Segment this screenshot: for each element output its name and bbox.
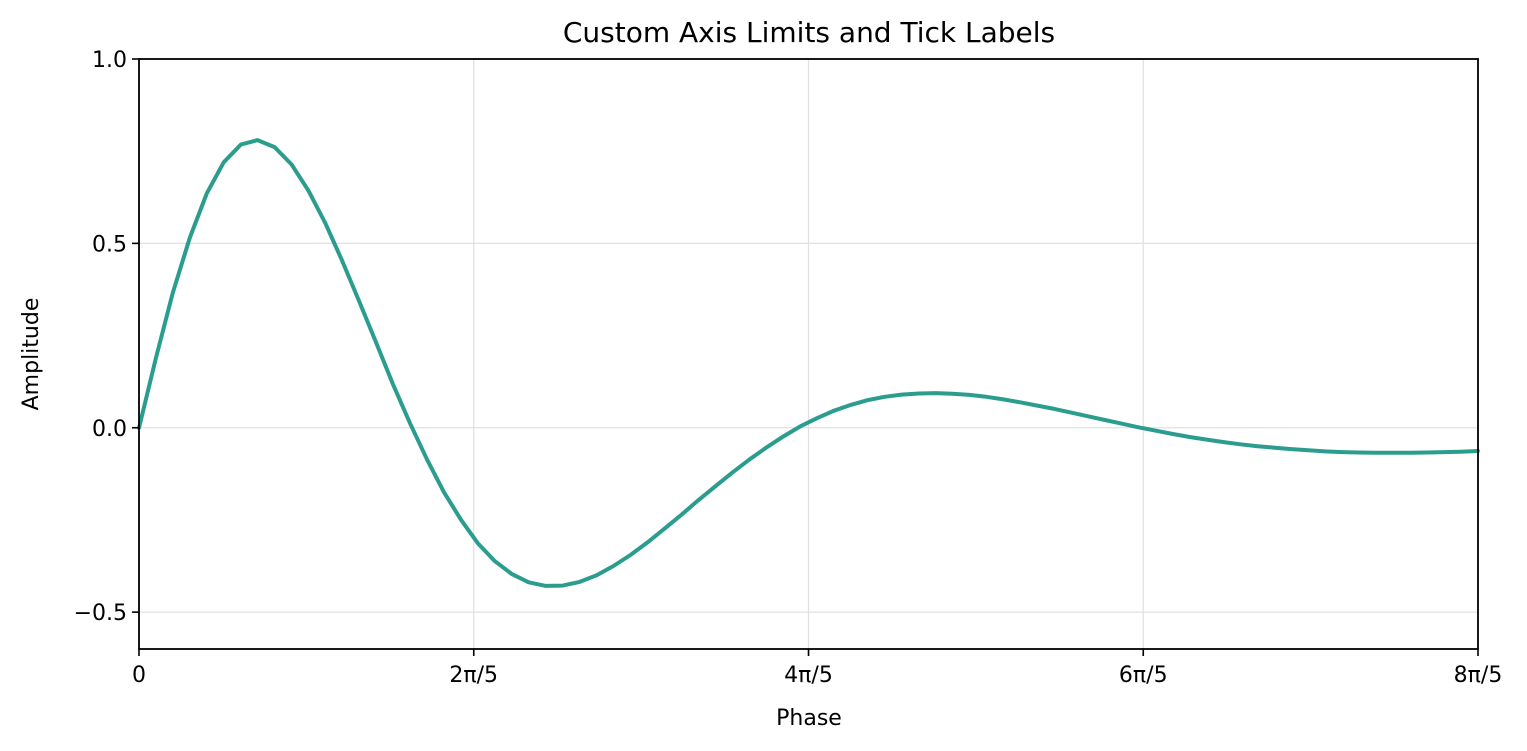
x-tick-label: 8π/5 (1454, 663, 1503, 688)
y-tick-label: 1.0 (92, 48, 127, 73)
y-tick-label: 0.0 (92, 417, 127, 442)
series-line (137, 138, 1480, 588)
y-tick-label: −0.5 (74, 601, 127, 626)
y-axis-label: Amplitude (19, 298, 44, 411)
x-tick-label: 0 (132, 663, 146, 688)
y-axis: −0.5 0.0 0.5 1.0 (74, 48, 139, 626)
x-tick-label: 2π/5 (449, 663, 498, 688)
y-tick-label: 0.5 (92, 232, 127, 257)
x-tick-label: 6π/5 (1119, 663, 1168, 688)
grid (138, 58, 1479, 649)
series-group (137, 138, 1480, 588)
chart-title: Custom Axis Limits and Tick Labels (563, 16, 1055, 49)
x-axis: 0 2π/5 4π/5 6π/5 8π/5 (132, 649, 1502, 688)
x-tick-label: 4π/5 (784, 663, 833, 688)
x-axis-label: Phase (776, 706, 842, 731)
